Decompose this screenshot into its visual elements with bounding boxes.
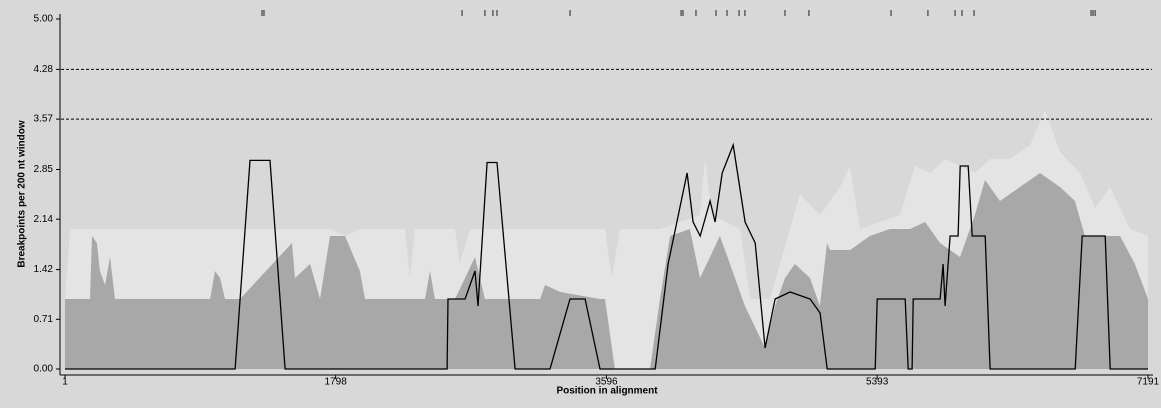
x-tick-label: 7191 — [1137, 377, 1160, 388]
y-tick-label: 3.57 — [34, 114, 54, 125]
x-tick-label: 1798 — [325, 377, 348, 388]
y-tick-label: 0.00 — [34, 364, 54, 375]
y-tick-label: 4.28 — [34, 64, 54, 75]
x-axis-title: Position in alignment — [556, 386, 658, 397]
x-tick-label: 5393 — [866, 377, 889, 388]
y-axis-title: Breakpoints per 200 nt window — [17, 120, 28, 267]
y-tick-label: 2.14 — [34, 214, 54, 225]
x-tick-label: 1 — [62, 377, 68, 388]
y-tick-label: 0.71 — [34, 314, 54, 325]
y-tick-label: 5.00 — [34, 14, 54, 25]
x-tick-label: 3596 — [595, 377, 618, 388]
y-tick-label: 1.42 — [34, 264, 54, 275]
line — [65, 142, 1148, 370]
y-tick-label: 2.85 — [34, 164, 54, 175]
